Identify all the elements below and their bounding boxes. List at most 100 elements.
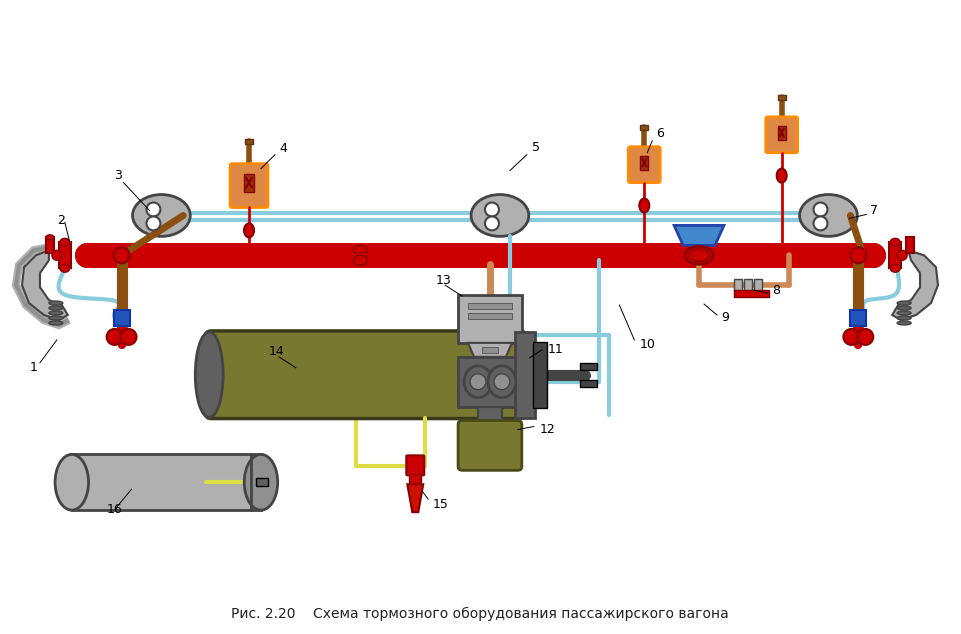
Bar [777,95,786,100]
Circle shape [898,250,907,260]
Ellipse shape [244,223,254,237]
Circle shape [52,250,62,260]
Bar [850,310,866,326]
FancyBboxPatch shape [458,295,522,343]
Bar [478,406,502,425]
Text: 11: 11 [548,344,563,356]
Ellipse shape [60,238,70,247]
Text: 15: 15 [432,498,448,510]
FancyBboxPatch shape [766,117,798,153]
Ellipse shape [133,195,190,236]
Text: 8: 8 [772,283,779,297]
Bar [72,455,261,510]
Ellipse shape [685,247,713,264]
Ellipse shape [488,366,516,398]
Ellipse shape [49,301,62,305]
Ellipse shape [60,264,70,272]
Circle shape [120,329,136,345]
Bar [245,139,253,144]
Text: 3: 3 [113,169,121,182]
Bar [753,279,762,291]
Bar [579,380,598,387]
Bar [734,279,742,291]
Ellipse shape [776,169,787,183]
Polygon shape [468,343,512,357]
Ellipse shape [800,195,857,236]
FancyBboxPatch shape [206,331,526,418]
Text: 2: 2 [57,214,64,227]
Ellipse shape [354,256,367,265]
Text: Рис. 2.20    Схема тормозного оборудования пассажирского вагона: Рис. 2.20 Схема тормозного оборудования … [232,607,728,621]
Ellipse shape [49,311,62,315]
Ellipse shape [464,366,492,398]
Bar [468,303,512,309]
Ellipse shape [898,311,911,315]
Bar [256,478,268,486]
Ellipse shape [639,198,650,212]
Text: 1: 1 [30,361,37,374]
Bar [640,125,649,130]
FancyBboxPatch shape [458,420,522,470]
Circle shape [494,374,510,390]
Circle shape [107,329,123,345]
Circle shape [844,329,859,345]
FancyBboxPatch shape [458,357,522,406]
Circle shape [146,216,160,230]
Text: 10: 10 [639,339,655,351]
Ellipse shape [689,249,709,261]
Ellipse shape [49,306,62,310]
Bar [640,156,649,170]
Ellipse shape [354,245,367,256]
Polygon shape [22,250,68,320]
Ellipse shape [898,301,911,305]
FancyBboxPatch shape [230,164,268,207]
Bar [409,474,421,484]
Polygon shape [892,250,938,320]
Bar [244,174,254,191]
Bar [482,347,498,353]
Bar [777,126,786,139]
FancyBboxPatch shape [407,455,424,476]
Ellipse shape [471,195,529,236]
Bar [515,332,534,418]
Ellipse shape [49,321,62,325]
Circle shape [485,202,499,216]
Polygon shape [407,484,423,512]
Ellipse shape [890,238,900,247]
Bar [59,242,71,268]
Circle shape [850,247,866,263]
Ellipse shape [49,316,62,320]
Bar [468,313,512,319]
Bar [906,237,914,253]
Bar [532,342,547,408]
Circle shape [814,202,827,216]
Text: 12: 12 [540,423,555,436]
Circle shape [485,216,499,230]
Ellipse shape [898,306,911,310]
Bar [356,252,365,258]
Ellipse shape [890,264,900,272]
Ellipse shape [898,316,911,320]
Circle shape [113,247,130,263]
Ellipse shape [195,332,223,418]
Bar [579,363,598,370]
Text: 4: 4 [279,142,286,155]
Text: 16: 16 [107,503,122,515]
Text: 13: 13 [435,274,451,287]
Ellipse shape [898,321,911,325]
Polygon shape [675,226,724,245]
Bar [744,279,752,291]
Ellipse shape [46,235,54,240]
Ellipse shape [244,455,278,510]
FancyBboxPatch shape [628,146,660,183]
Circle shape [470,374,486,390]
Circle shape [814,216,827,230]
Text: 14: 14 [269,346,284,358]
Bar [889,242,901,268]
Bar [113,310,130,326]
Text: 7: 7 [871,204,878,217]
Bar [46,237,54,253]
Circle shape [146,202,160,216]
Text: 6: 6 [656,127,664,140]
Bar [734,290,769,297]
